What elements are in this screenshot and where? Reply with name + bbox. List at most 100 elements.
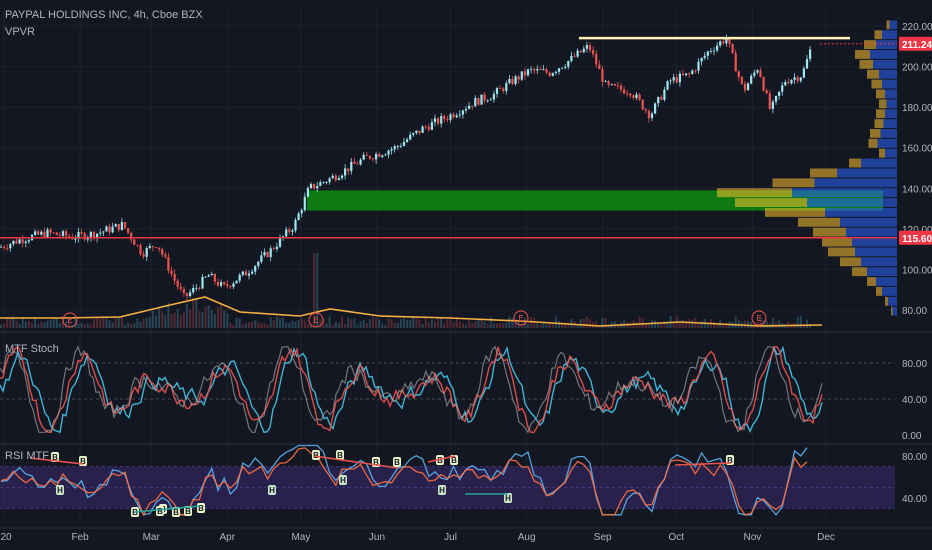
volume-bar bbox=[744, 320, 746, 328]
volume-profile-up bbox=[840, 217, 897, 227]
x-tick-label: Apr bbox=[220, 532, 236, 543]
earnings-marker bbox=[751, 310, 767, 326]
candle-body bbox=[480, 94, 483, 105]
volume-bar bbox=[260, 323, 263, 328]
candle-body bbox=[610, 83, 613, 85]
volume-bar bbox=[468, 320, 471, 328]
volume-bar bbox=[24, 321, 27, 328]
candle-body bbox=[303, 196, 306, 211]
candle-body bbox=[607, 81, 610, 85]
candle-body bbox=[325, 182, 328, 183]
volume-bar bbox=[207, 305, 210, 328]
candle-body bbox=[216, 281, 220, 286]
volume-bar bbox=[548, 323, 551, 328]
volume-bar bbox=[601, 317, 604, 328]
candle-body bbox=[158, 247, 161, 250]
candle-body bbox=[629, 93, 632, 96]
volume-bar bbox=[282, 317, 285, 328]
candle-body bbox=[34, 231, 37, 235]
candle-body bbox=[337, 178, 340, 181]
volume-profile-down bbox=[828, 247, 855, 257]
volume-bar bbox=[102, 316, 105, 328]
candle-body bbox=[167, 256, 170, 271]
volume-bar bbox=[474, 321, 477, 328]
candle-body bbox=[573, 55, 576, 57]
candle-body bbox=[762, 77, 765, 91]
divergence-label-box bbox=[172, 507, 180, 517]
earnings-marker-label: E bbox=[313, 316, 318, 325]
volume-bar bbox=[344, 324, 347, 328]
candle-body bbox=[378, 153, 381, 157]
volume-profile-up bbox=[876, 40, 897, 50]
volume-bar bbox=[158, 308, 161, 328]
divergence-label: B bbox=[437, 456, 443, 465]
candle-body bbox=[37, 231, 40, 235]
stoch-y-tick-label: 40.00 bbox=[902, 395, 927, 406]
candle-body bbox=[533, 68, 536, 71]
rsi-rsi-htf-line bbox=[0, 447, 808, 517]
divergence-label: B bbox=[394, 458, 400, 467]
volume-bar bbox=[585, 316, 588, 328]
candle-body bbox=[136, 244, 139, 246]
volume-profile-up bbox=[876, 277, 897, 286]
stoch-panel bbox=[0, 345, 895, 434]
candle-body bbox=[61, 231, 65, 236]
x-tick-label: Jul bbox=[444, 532, 457, 543]
x-tick-label: Feb bbox=[71, 532, 89, 543]
candle-body bbox=[452, 114, 455, 118]
candle-body bbox=[24, 241, 27, 243]
volume-bar bbox=[347, 318, 350, 328]
divergence-line bbox=[29, 457, 84, 465]
earnings-marker-label: E bbox=[756, 314, 761, 323]
volume-bar bbox=[672, 321, 675, 328]
volume-bar bbox=[331, 324, 334, 328]
volume-bar bbox=[244, 323, 247, 328]
divergence-label-box bbox=[56, 485, 64, 495]
volume-profile-down bbox=[772, 178, 815, 188]
candle-body bbox=[52, 232, 55, 234]
candle-body bbox=[523, 71, 526, 76]
volume-bar bbox=[353, 318, 356, 328]
candle-body bbox=[390, 149, 393, 151]
candle-body bbox=[148, 246, 151, 248]
divergence-label-box bbox=[312, 450, 320, 460]
candle-body bbox=[526, 69, 530, 76]
candle-body bbox=[486, 100, 489, 102]
candle-body bbox=[406, 139, 409, 142]
candle-body bbox=[725, 38, 728, 44]
price-candles bbox=[0, 34, 812, 301]
candle-body bbox=[170, 270, 173, 274]
candle-body bbox=[238, 274, 241, 281]
volume-bar bbox=[477, 319, 480, 328]
volume-profile-down bbox=[879, 99, 887, 109]
volume-profile-down bbox=[810, 168, 837, 178]
volume-profile-up bbox=[889, 20, 897, 30]
volume-profile-down bbox=[855, 50, 870, 59]
candle-body bbox=[331, 175, 334, 179]
volume-bar bbox=[182, 312, 185, 328]
candle-body bbox=[647, 110, 650, 119]
volume-bar bbox=[151, 310, 154, 328]
volume-profile-up bbox=[861, 257, 897, 267]
candle-body bbox=[340, 175, 344, 179]
divergence-label: B bbox=[157, 507, 163, 516]
candle-body bbox=[43, 231, 46, 238]
volume-bar bbox=[685, 321, 688, 328]
candle-body bbox=[297, 213, 300, 220]
volume-profile-up bbox=[888, 296, 897, 306]
candle-body bbox=[319, 182, 322, 186]
volume-profile-down bbox=[886, 20, 890, 30]
volume-bar bbox=[89, 324, 92, 328]
volume-bar bbox=[217, 307, 219, 328]
earnings-marker-label: E bbox=[518, 314, 523, 323]
volume-bar bbox=[37, 323, 40, 328]
volume-bar bbox=[564, 322, 567, 328]
volume-profile-up bbox=[852, 237, 897, 247]
volume-profile-down bbox=[867, 277, 876, 286]
candle-body bbox=[173, 273, 176, 281]
candle-body bbox=[189, 292, 192, 296]
x-tick-label: Mar bbox=[143, 532, 161, 543]
volume-bar bbox=[359, 321, 362, 328]
candle-body bbox=[722, 41, 725, 44]
